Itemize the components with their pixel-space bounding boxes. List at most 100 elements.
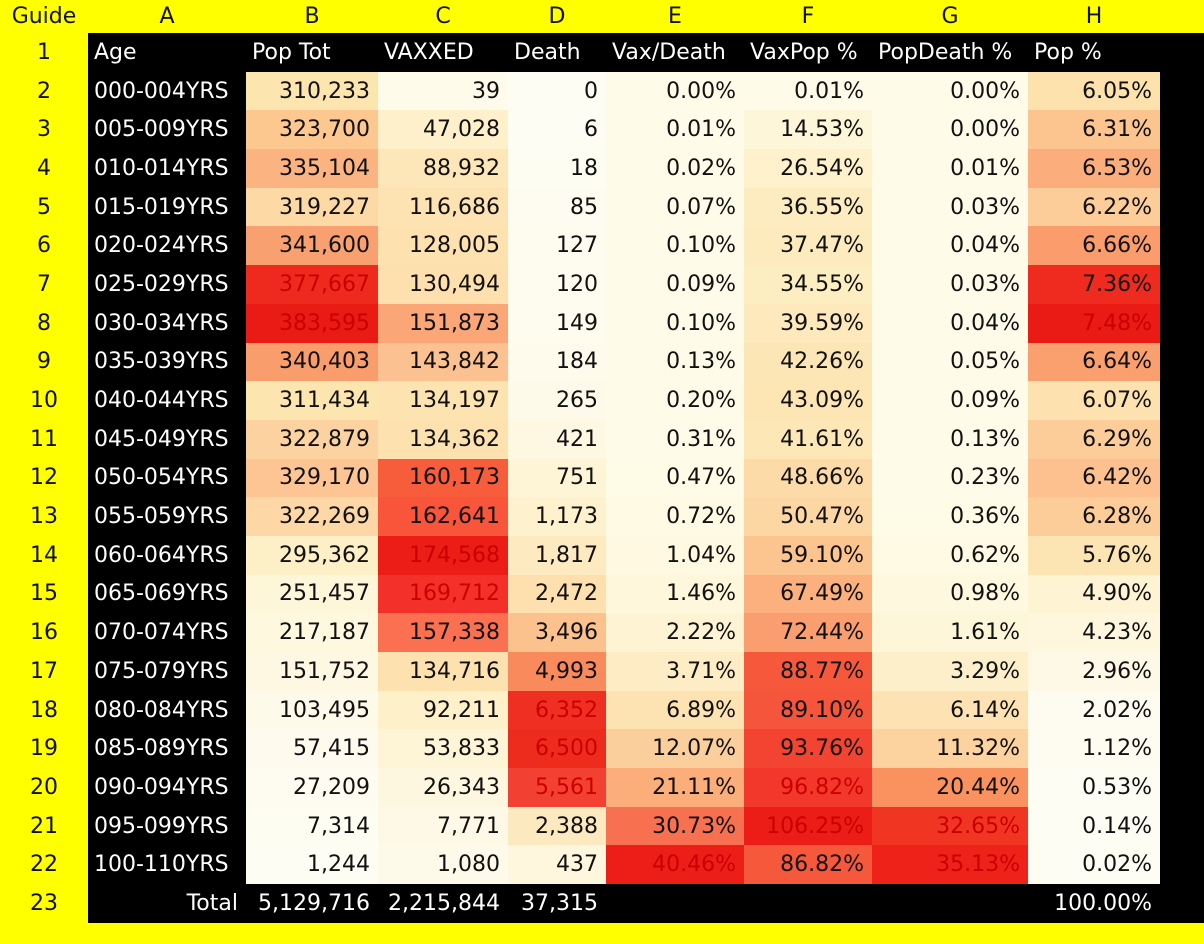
- data-cell[interactable]: 11.32%: [872, 729, 1028, 769]
- data-cell[interactable]: 6.42%: [1028, 458, 1160, 498]
- data-cell[interactable]: 1.61%: [872, 613, 1028, 652]
- age-cell[interactable]: 015-019YRS: [88, 187, 246, 227]
- data-cell[interactable]: 6.64%: [1028, 342, 1160, 382]
- total-empty[interactable]: [872, 884, 1028, 923]
- data-cell[interactable]: 42.26%: [744, 342, 872, 382]
- data-cell[interactable]: 85: [508, 187, 606, 227]
- data-cell[interactable]: 4,993: [508, 652, 606, 691]
- data-cell[interactable]: 340,403: [246, 342, 378, 382]
- data-cell[interactable]: 2,388: [508, 806, 606, 846]
- data-cell[interactable]: 0.14%: [1028, 806, 1160, 846]
- data-cell[interactable]: 1,244: [246, 845, 378, 885]
- data-cell[interactable]: 184: [508, 342, 606, 382]
- data-cell[interactable]: 96.82%: [744, 768, 872, 807]
- header-cell[interactable]: VAXXED: [378, 33, 508, 72]
- data-cell[interactable]: 1.12%: [1028, 729, 1160, 769]
- data-cell[interactable]: 57,415: [246, 729, 378, 769]
- header-cell[interactable]: Death: [508, 33, 606, 72]
- row-number[interactable]: 8: [37, 310, 51, 336]
- row-number[interactable]: 17: [30, 658, 58, 684]
- row-number[interactable]: 21: [30, 813, 58, 839]
- data-cell[interactable]: 35.13%: [872, 845, 1028, 885]
- data-cell[interactable]: 323,700: [246, 110, 378, 150]
- data-cell[interactable]: 295,362: [246, 535, 378, 575]
- data-cell[interactable]: 6.28%: [1028, 497, 1160, 536]
- row-number[interactable]: 6: [37, 233, 51, 259]
- data-cell[interactable]: 1,817: [508, 535, 606, 575]
- row-number[interactable]: 10: [30, 388, 58, 414]
- data-cell[interactable]: 217,187: [246, 613, 378, 652]
- age-cell[interactable]: 035-039YRS: [88, 342, 246, 382]
- data-cell[interactable]: 103,495: [246, 690, 378, 730]
- data-cell[interactable]: 0.23%: [872, 458, 1028, 498]
- row-number[interactable]: 20: [30, 774, 58, 800]
- data-cell[interactable]: 48.66%: [744, 458, 872, 498]
- data-cell[interactable]: 169,712: [378, 574, 508, 614]
- data-cell[interactable]: 6.66%: [1028, 226, 1160, 266]
- age-cell[interactable]: 065-069YRS: [88, 574, 246, 614]
- age-cell[interactable]: 100-110YRS: [88, 845, 246, 885]
- data-cell[interactable]: 130,494: [378, 265, 508, 304]
- data-cell[interactable]: 162,641: [378, 497, 508, 536]
- data-cell[interactable]: 0.10%: [606, 226, 744, 266]
- data-cell[interactable]: 128,005: [378, 226, 508, 266]
- data-cell[interactable]: 377,667: [246, 265, 378, 304]
- data-cell[interactable]: 32.65%: [872, 806, 1028, 846]
- data-cell[interactable]: 0.01%: [872, 149, 1028, 188]
- data-cell[interactable]: 39.59%: [744, 303, 872, 343]
- data-cell[interactable]: 0.98%: [872, 574, 1028, 614]
- row-number[interactable]: 5: [37, 194, 51, 220]
- data-cell[interactable]: 3.71%: [606, 652, 744, 691]
- data-cell[interactable]: 310,233: [246, 71, 378, 111]
- age-cell[interactable]: 005-009YRS: [88, 110, 246, 150]
- data-cell[interactable]: 34.55%: [744, 265, 872, 304]
- data-cell[interactable]: 0.13%: [606, 342, 744, 382]
- data-cell[interactable]: 88.77%: [744, 652, 872, 691]
- data-cell[interactable]: 265: [508, 381, 606, 420]
- row-number[interactable]: 11: [30, 426, 58, 452]
- data-cell[interactable]: 18: [508, 149, 606, 188]
- data-cell[interactable]: 251,457: [246, 574, 378, 614]
- data-cell[interactable]: 43.09%: [744, 381, 872, 420]
- data-cell[interactable]: 6.53%: [1028, 149, 1160, 188]
- total-empty[interactable]: [744, 884, 872, 923]
- data-cell[interactable]: 5,561: [508, 768, 606, 807]
- data-cell[interactable]: 319,227: [246, 187, 378, 227]
- data-cell[interactable]: 12.07%: [606, 729, 744, 769]
- row-number[interactable]: 19: [30, 736, 58, 762]
- data-cell[interactable]: 0.36%: [872, 497, 1028, 536]
- row-number[interactable]: 16: [30, 620, 58, 646]
- data-cell[interactable]: 106.25%: [744, 806, 872, 846]
- data-cell[interactable]: 67.49%: [744, 574, 872, 614]
- data-cell[interactable]: 6.05%: [1028, 71, 1160, 111]
- data-cell[interactable]: 1.46%: [606, 574, 744, 614]
- data-cell[interactable]: 26.54%: [744, 149, 872, 188]
- data-cell[interactable]: 50.47%: [744, 497, 872, 536]
- data-cell[interactable]: 149: [508, 303, 606, 343]
- data-cell[interactable]: 2.96%: [1028, 652, 1160, 691]
- data-cell[interactable]: 0.47%: [606, 458, 744, 498]
- data-cell[interactable]: 6,352: [508, 690, 606, 730]
- data-cell[interactable]: 92,211: [378, 690, 508, 730]
- data-cell[interactable]: 86.82%: [744, 845, 872, 885]
- data-cell[interactable]: 311,434: [246, 381, 378, 420]
- data-cell[interactable]: 6.29%: [1028, 419, 1160, 459]
- data-cell[interactable]: 0.02%: [606, 149, 744, 188]
- data-cell[interactable]: 59.10%: [744, 535, 872, 575]
- data-cell[interactable]: 0.62%: [872, 535, 1028, 575]
- data-cell[interactable]: 7.36%: [1028, 265, 1160, 304]
- data-cell[interactable]: 0.03%: [872, 265, 1028, 304]
- data-cell[interactable]: 6.14%: [872, 690, 1028, 730]
- data-cell[interactable]: 3,496: [508, 613, 606, 652]
- age-cell[interactable]: 045-049YRS: [88, 419, 246, 459]
- data-cell[interactable]: 6.31%: [1028, 110, 1160, 150]
- data-cell[interactable]: 2.22%: [606, 613, 744, 652]
- data-cell[interactable]: 335,104: [246, 149, 378, 188]
- data-cell[interactable]: 751: [508, 458, 606, 498]
- row-number[interactable]: 15: [30, 581, 58, 607]
- data-cell[interactable]: 6.22%: [1028, 187, 1160, 227]
- total-empty[interactable]: [606, 884, 744, 923]
- data-cell[interactable]: 30.73%: [606, 806, 744, 846]
- data-cell[interactable]: 0.72%: [606, 497, 744, 536]
- age-cell[interactable]: 085-089YRS: [88, 729, 246, 769]
